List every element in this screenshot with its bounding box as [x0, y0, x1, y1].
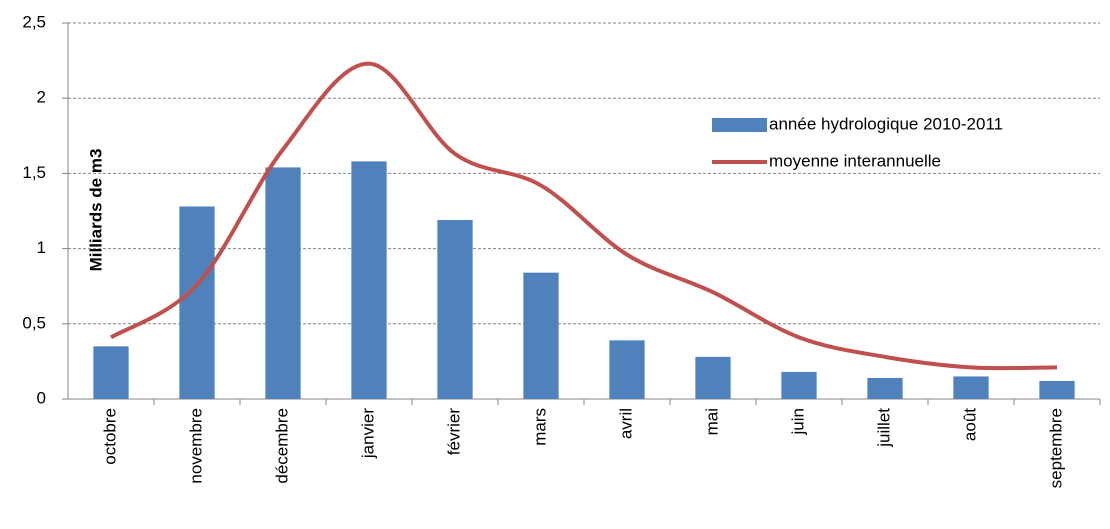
y-tick-label: 1,5	[22, 163, 46, 182]
x-tick-label: juillet	[874, 408, 893, 448]
bar	[609, 340, 645, 399]
x-tick-label: janvier	[358, 408, 377, 459]
bar	[953, 376, 989, 399]
line	[109, 61, 1058, 371]
x-tick-label: février	[444, 408, 463, 456]
y-tick-label: 2	[37, 88, 46, 107]
x-tick-label: mai	[702, 408, 721, 435]
bar	[179, 206, 215, 399]
x-tick-label: septembre	[1046, 408, 1065, 488]
y-axis-title: Milliards de m3	[86, 149, 105, 272]
bar	[695, 356, 731, 399]
legend-swatch	[712, 118, 767, 132]
bar	[867, 377, 903, 399]
legend-label: moyenne interannuelle	[769, 151, 941, 170]
bar	[93, 346, 129, 399]
x-tick-label: mars	[530, 408, 549, 446]
bar	[265, 167, 301, 399]
y-tick-label: 0,5	[22, 313, 46, 332]
y-tick-label: 1	[37, 238, 46, 257]
x-tick-label: octobre	[100, 408, 119, 465]
bar	[781, 371, 817, 399]
bar	[523, 272, 559, 399]
grid	[68, 22, 1100, 325]
x-tick-label: juin	[788, 408, 807, 435]
bar	[351, 161, 387, 399]
y-tick-label: 0	[37, 388, 46, 407]
x-tick-label: avril	[616, 408, 635, 439]
x-tick-label: novembre	[186, 408, 205, 484]
bar	[1039, 380, 1075, 399]
bar	[437, 220, 473, 399]
x-tick-label: décembre	[272, 408, 291, 484]
y-tick-label: 2,5	[22, 12, 46, 31]
legend-label: année hydrologique 2010-2011	[769, 114, 1003, 133]
x-tick-label: août	[960, 408, 979, 441]
